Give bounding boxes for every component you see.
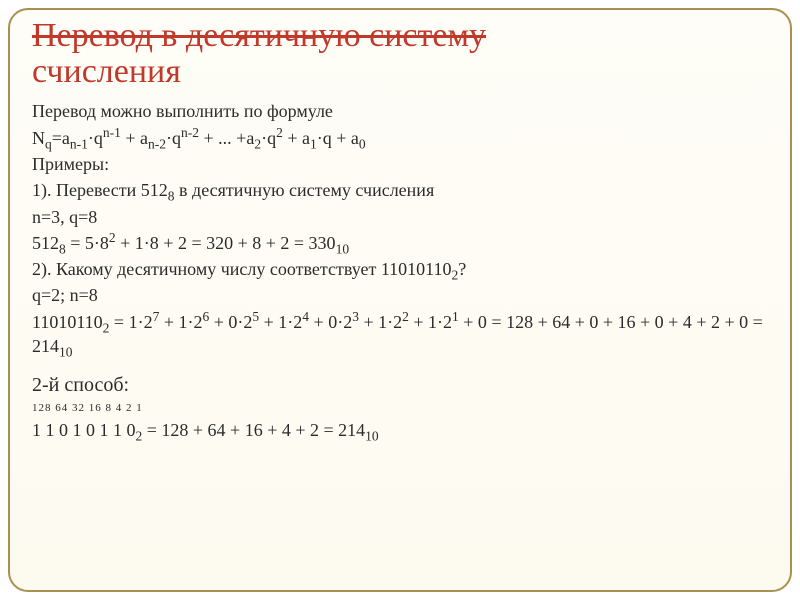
- method2-weights: 128 64 32 16 8 4 2 1: [32, 401, 768, 416]
- ex2-params: q=2; n=8: [32, 283, 768, 307]
- title-line1: Перевод в десятичную систему: [32, 17, 486, 54]
- content-block: Перевод можно выполнить по формуле Nq=an…: [32, 99, 768, 442]
- ex1-params: n=3, q=8: [32, 205, 768, 229]
- intro-text: Перевод можно выполнить по формуле: [32, 99, 768, 123]
- ex1-calc: 5128 = 5·82 + 1·8 + 2 = 320 + 8 + 2 = 33…: [32, 231, 768, 255]
- examples-label: Примеры:: [32, 152, 768, 176]
- formula: Nq=an-1·qn-1 + an-2·qn-2 + ... +a2·q2 + …: [32, 126, 768, 150]
- method2-label: 2-й способ:: [32, 372, 768, 399]
- title-line2: счисления: [32, 53, 181, 90]
- method2-bits: 1 1 0 1 0 1 1 02 = 128 + 64 + 16 + 4 + 2…: [32, 418, 768, 442]
- slide-card: Перевод в десятичную систему счисления П…: [8, 8, 792, 592]
- ex2-calc: 110101102 = 1·27 + 1·26 + 0·25 + 1·24 + …: [32, 310, 768, 359]
- slide-title: Перевод в десятичную систему счисления: [32, 18, 768, 89]
- ex2-task: 2). Какому десятичному числу соответству…: [32, 257, 768, 281]
- ex1-task: 1). Перевести 5128 в десятичную систему …: [32, 178, 768, 202]
